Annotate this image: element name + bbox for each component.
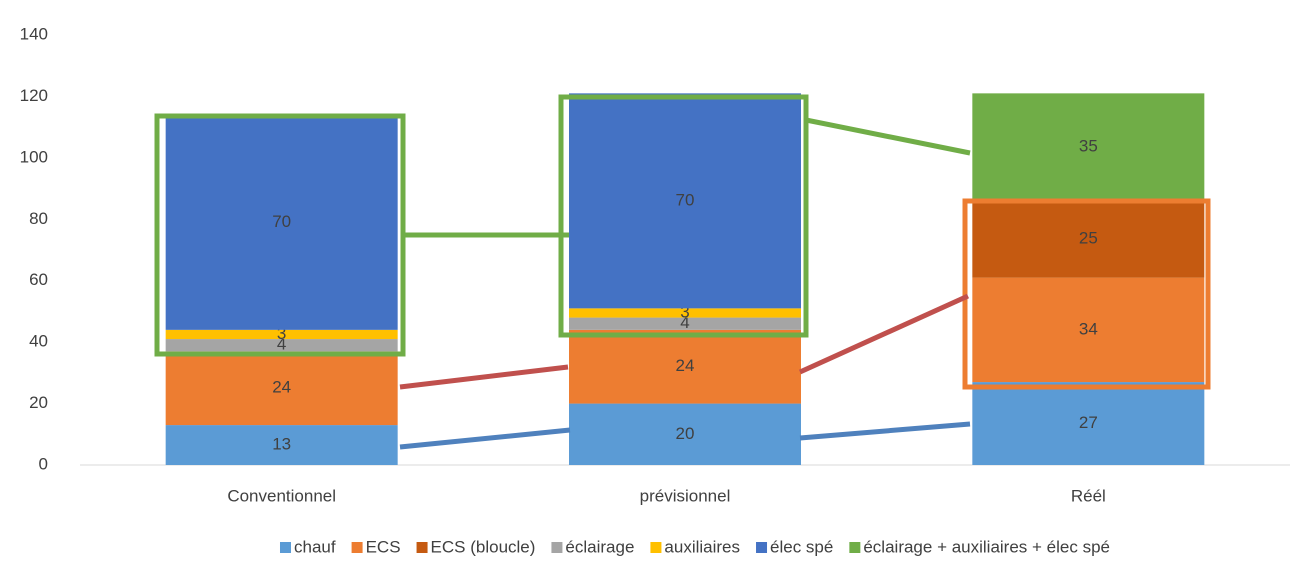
data-label: 25	[1079, 229, 1098, 248]
bar-segment	[569, 403, 801, 465]
data-label: 3	[680, 302, 689, 321]
legend-label: éclairage	[565, 537, 634, 556]
data-label: 3	[277, 324, 286, 343]
bar-segment	[165, 329, 398, 340]
legend-label: élec spé	[770, 537, 833, 556]
bar-segment	[972, 93, 1205, 201]
data-label: 24	[272, 378, 291, 397]
x-tick-label: Réél	[1071, 486, 1106, 505]
legend-swatch	[551, 542, 563, 553]
legend-label: ECS (bloucle)	[431, 537, 536, 556]
data-label: 70	[272, 212, 291, 231]
bar-segment	[165, 425, 398, 465]
data-label: 13	[272, 435, 291, 454]
plot-area: 020406080100120140Conventionnel13244370p…	[20, 24, 1290, 505]
data-label: 70	[676, 190, 695, 209]
legend-swatch	[416, 542, 428, 553]
connector	[805, 117, 971, 156]
highlight-box	[154, 113, 406, 357]
highlight-box	[558, 94, 809, 338]
y-tick-label: 80	[29, 209, 48, 228]
data-label: 34	[1079, 319, 1098, 338]
legend-label: éclairage + auxiliaires + élec spé	[863, 537, 1110, 556]
annotation-overlay	[154, 94, 1211, 450]
y-tick-label: 60	[29, 270, 48, 289]
bar-segment	[165, 339, 398, 352]
bar-segment	[165, 114, 398, 330]
legend-label: ECS	[366, 537, 401, 556]
legend-swatch	[351, 542, 363, 553]
connector	[399, 364, 569, 390]
bar-segment	[972, 200, 1205, 278]
bar-segment	[569, 329, 801, 404]
bar-segment	[972, 277, 1205, 383]
bar-segment	[165, 351, 398, 426]
legend: chauf ECS ECS (bloucle) éclairage auxiliaire…	[279, 537, 1110, 556]
data-label: 35	[1079, 137, 1098, 156]
y-tick-label: 40	[29, 332, 48, 351]
legend-label: auxiliaires	[664, 537, 740, 556]
highlight-box	[962, 198, 1211, 390]
bar-segment	[569, 308, 801, 318]
legend-swatch	[756, 542, 768, 553]
data-label: 20	[676, 424, 695, 443]
data-label: 24	[676, 356, 695, 375]
bar-segment	[972, 382, 1205, 465]
bar-segment	[569, 93, 801, 309]
x-tick-label: Conventionnel	[227, 486, 336, 505]
data-label: 4	[277, 335, 286, 354]
bar-segment	[569, 317, 801, 330]
y-tick-label: 20	[29, 393, 48, 412]
legend-swatch	[849, 542, 861, 553]
data-label: 27	[1079, 413, 1098, 432]
connector	[399, 427, 571, 450]
legend-swatch	[650, 542, 662, 553]
connector	[799, 421, 971, 441]
legend-label: chauf	[294, 537, 336, 556]
y-tick-label: 100	[20, 147, 48, 166]
y-tick-label: 120	[20, 86, 48, 105]
legend-swatch	[279, 542, 291, 553]
data-label: 4	[680, 313, 689, 332]
y-tick-label: 140	[20, 24, 48, 43]
y-tick-label: 0	[39, 454, 48, 473]
x-tick-label: prévisionnel	[640, 486, 731, 505]
connector	[798, 293, 970, 375]
